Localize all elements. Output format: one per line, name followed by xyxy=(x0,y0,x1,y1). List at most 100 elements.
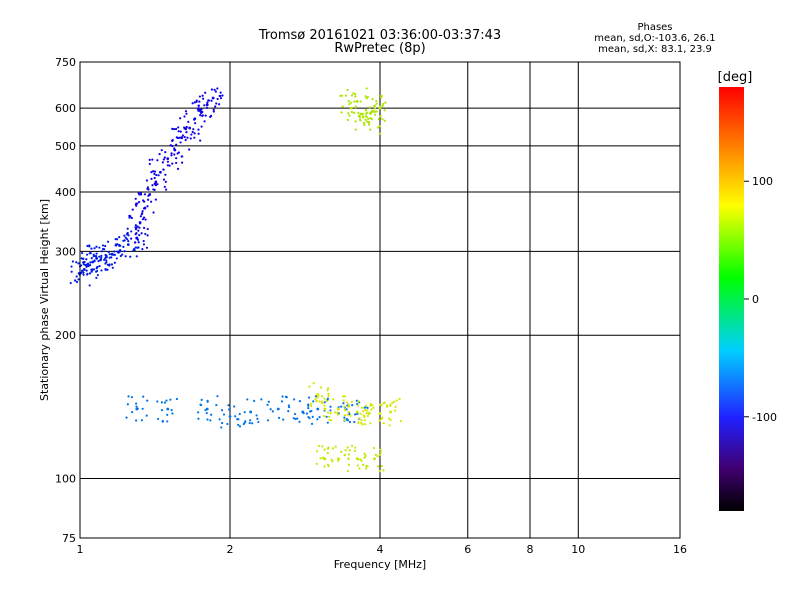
data-point-scatter xyxy=(181,134,185,137)
data-point-scatter xyxy=(71,260,74,263)
data-point-scatter xyxy=(154,184,157,187)
data-point-scatter xyxy=(106,268,109,271)
data-point-scatter xyxy=(110,263,114,266)
data-point-scatter xyxy=(363,406,366,409)
data-point-scatter xyxy=(353,100,356,103)
data-point-scatter xyxy=(325,399,328,403)
data-point-scatter xyxy=(347,99,350,103)
data-point-scatter xyxy=(341,105,344,108)
data-point-scatter xyxy=(88,244,91,247)
data-point-scatter xyxy=(358,116,362,119)
data-point-scatter xyxy=(323,448,326,451)
data-point-scatter xyxy=(315,450,319,453)
y-tick-label: 600 xyxy=(55,102,76,115)
data-point-scatter xyxy=(378,470,381,473)
y-tick-label: 500 xyxy=(55,140,76,153)
stats-line-o: mean, sd,O:-103.6, 26.1 xyxy=(594,33,716,44)
data-point-scatter xyxy=(119,244,122,247)
data-point-scatter xyxy=(93,260,96,263)
data-point-scatter xyxy=(75,275,78,278)
data-point-scatter xyxy=(308,417,311,420)
data-point-scatter xyxy=(137,246,140,249)
data-point-scatter xyxy=(358,114,361,117)
data-point-scatter xyxy=(175,143,178,146)
data-point-scatter xyxy=(326,387,330,390)
data-point-scatter xyxy=(160,401,164,404)
data-point-scatter xyxy=(365,112,368,115)
data-point-scatter xyxy=(170,154,173,157)
data-point-scatter xyxy=(70,270,73,273)
data-point-scatter xyxy=(75,280,79,284)
data-point-scatter xyxy=(86,244,89,248)
data-point-scatter xyxy=(362,463,365,466)
data-point-scatter xyxy=(216,87,219,90)
data-point xyxy=(316,407,320,411)
data-point-scatter xyxy=(146,227,149,231)
data-point-scatter xyxy=(312,382,315,385)
data-point-scatter xyxy=(140,232,143,235)
data-point-scatter xyxy=(127,395,130,398)
data-point-scatter xyxy=(329,405,332,408)
data-point-scatter xyxy=(191,102,194,105)
data-point-scatter xyxy=(321,400,324,403)
data-point-scatter xyxy=(166,413,169,416)
data-point-scatter xyxy=(206,418,209,421)
data-point-scatter xyxy=(135,402,138,405)
data-point-scatter xyxy=(321,445,324,448)
data-point-scatter xyxy=(142,243,146,246)
data-point-scatter xyxy=(147,198,150,201)
data-point-scatter xyxy=(323,415,326,418)
data-point-scatter xyxy=(388,424,391,427)
data-point-scatter xyxy=(177,126,180,129)
data-point-scatter xyxy=(343,395,346,398)
data-point-scatter xyxy=(383,109,386,112)
data-point-scatter xyxy=(147,194,150,197)
data-point-scatter xyxy=(201,94,204,97)
data-point-scatter xyxy=(110,256,113,259)
data-point-scatter xyxy=(347,112,350,115)
data-point-scatter xyxy=(117,251,120,254)
data-point-scatter xyxy=(207,99,211,102)
data-point-scatter xyxy=(140,213,143,216)
data-point-scatter xyxy=(360,421,363,425)
data-point-scatter xyxy=(345,408,348,411)
data-point-scatter xyxy=(346,419,350,422)
data-point-scatter xyxy=(126,227,129,230)
data-point-scatter xyxy=(237,423,240,427)
data-point-scatter xyxy=(98,264,101,268)
data-point-scatter xyxy=(307,396,311,399)
data-point-scatter xyxy=(353,449,357,452)
data-point-scatter xyxy=(334,445,337,448)
data-point-scatter xyxy=(366,409,369,412)
data-point-scatter xyxy=(266,419,270,422)
chart-subtitle: RwPretec (8p) xyxy=(334,41,426,56)
data-point-scatter xyxy=(153,176,156,180)
data-point-scatter xyxy=(105,261,108,264)
data-point-scatter xyxy=(90,257,93,260)
data-point-scatter xyxy=(234,415,237,418)
y-axis-label: Stationary phase Virtual Height [km] xyxy=(38,199,51,401)
data-point-scatter xyxy=(238,425,242,428)
data-point-scatter xyxy=(362,414,365,417)
data-point-scatter xyxy=(141,210,144,213)
data-point-scatter xyxy=(329,412,332,415)
data-point-scatter xyxy=(81,269,84,272)
colorbar xyxy=(719,87,744,511)
data-point-scatter xyxy=(302,412,305,415)
data-point-scatter xyxy=(354,446,357,449)
data-point-scatter xyxy=(132,249,135,252)
data-point-scatter xyxy=(104,257,107,260)
data-point-scatter xyxy=(342,395,345,398)
data-point-scatter xyxy=(340,111,343,114)
data-point xyxy=(166,157,170,161)
data-point xyxy=(276,407,280,411)
data-point-scatter xyxy=(135,405,138,408)
data-point-scatter xyxy=(346,446,349,449)
data-point-scatter xyxy=(379,451,382,454)
data-point-scatter xyxy=(340,94,344,97)
data-point-scatter xyxy=(346,469,350,473)
data-point-scatter xyxy=(146,399,149,402)
data-point xyxy=(91,260,95,264)
data-point-scatter xyxy=(267,400,270,403)
data-point-scatter xyxy=(193,136,196,139)
